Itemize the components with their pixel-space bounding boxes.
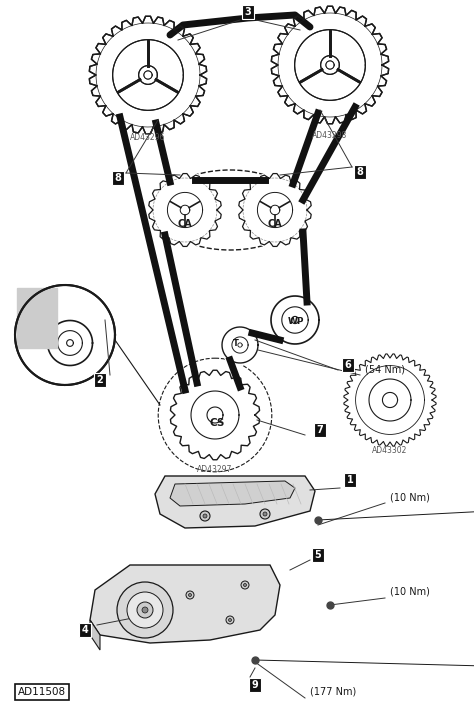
Ellipse shape — [157, 170, 302, 250]
Polygon shape — [155, 476, 315, 528]
Circle shape — [127, 592, 163, 628]
Circle shape — [228, 619, 231, 621]
Text: (10 Nm): (10 Nm) — [390, 492, 430, 502]
Text: 7: 7 — [317, 425, 323, 435]
Text: T: T — [233, 338, 239, 348]
Circle shape — [263, 512, 267, 516]
Text: AD43297: AD43297 — [197, 465, 233, 474]
Text: 4: 4 — [82, 625, 88, 635]
Text: 8: 8 — [356, 167, 364, 177]
Polygon shape — [170, 481, 295, 506]
Polygon shape — [90, 565, 280, 643]
Circle shape — [147, 173, 222, 247]
Text: (54 Nm): (54 Nm) — [365, 364, 405, 374]
Circle shape — [168, 368, 262, 462]
Text: WP: WP — [288, 316, 304, 326]
Text: 8: 8 — [115, 173, 121, 183]
Bar — [18, 287, 57, 348]
Text: CA: CA — [268, 219, 283, 229]
Text: 5: 5 — [315, 550, 321, 560]
Circle shape — [220, 325, 260, 365]
Circle shape — [241, 581, 249, 589]
Circle shape — [189, 594, 191, 597]
Circle shape — [137, 602, 153, 618]
Text: AD11508: AD11508 — [18, 687, 66, 697]
Circle shape — [278, 13, 382, 117]
Circle shape — [226, 616, 234, 624]
Text: (177 Nm): (177 Nm) — [310, 687, 356, 697]
Text: 6: 6 — [345, 360, 351, 370]
Circle shape — [237, 173, 312, 247]
Polygon shape — [90, 620, 100, 650]
Circle shape — [200, 511, 210, 521]
Circle shape — [186, 591, 194, 599]
Text: CA: CA — [178, 219, 192, 229]
Circle shape — [96, 23, 200, 127]
Circle shape — [15, 285, 115, 385]
Text: 9: 9 — [252, 680, 258, 690]
Circle shape — [341, 351, 439, 449]
Text: AD43296: AD43296 — [130, 133, 166, 142]
Circle shape — [142, 607, 148, 613]
Text: 1: 1 — [346, 475, 354, 485]
Text: 2: 2 — [97, 375, 103, 385]
Circle shape — [269, 294, 321, 346]
Text: AD43298: AD43298 — [312, 131, 347, 140]
Circle shape — [260, 509, 270, 519]
Circle shape — [117, 582, 173, 638]
Text: AD43302: AD43302 — [372, 446, 408, 455]
Text: (10 Nm): (10 Nm) — [390, 587, 430, 597]
Text: CS: CS — [210, 418, 225, 428]
Circle shape — [244, 584, 246, 587]
Circle shape — [46, 319, 94, 368]
Circle shape — [203, 514, 207, 518]
Text: 3: 3 — [245, 7, 251, 17]
